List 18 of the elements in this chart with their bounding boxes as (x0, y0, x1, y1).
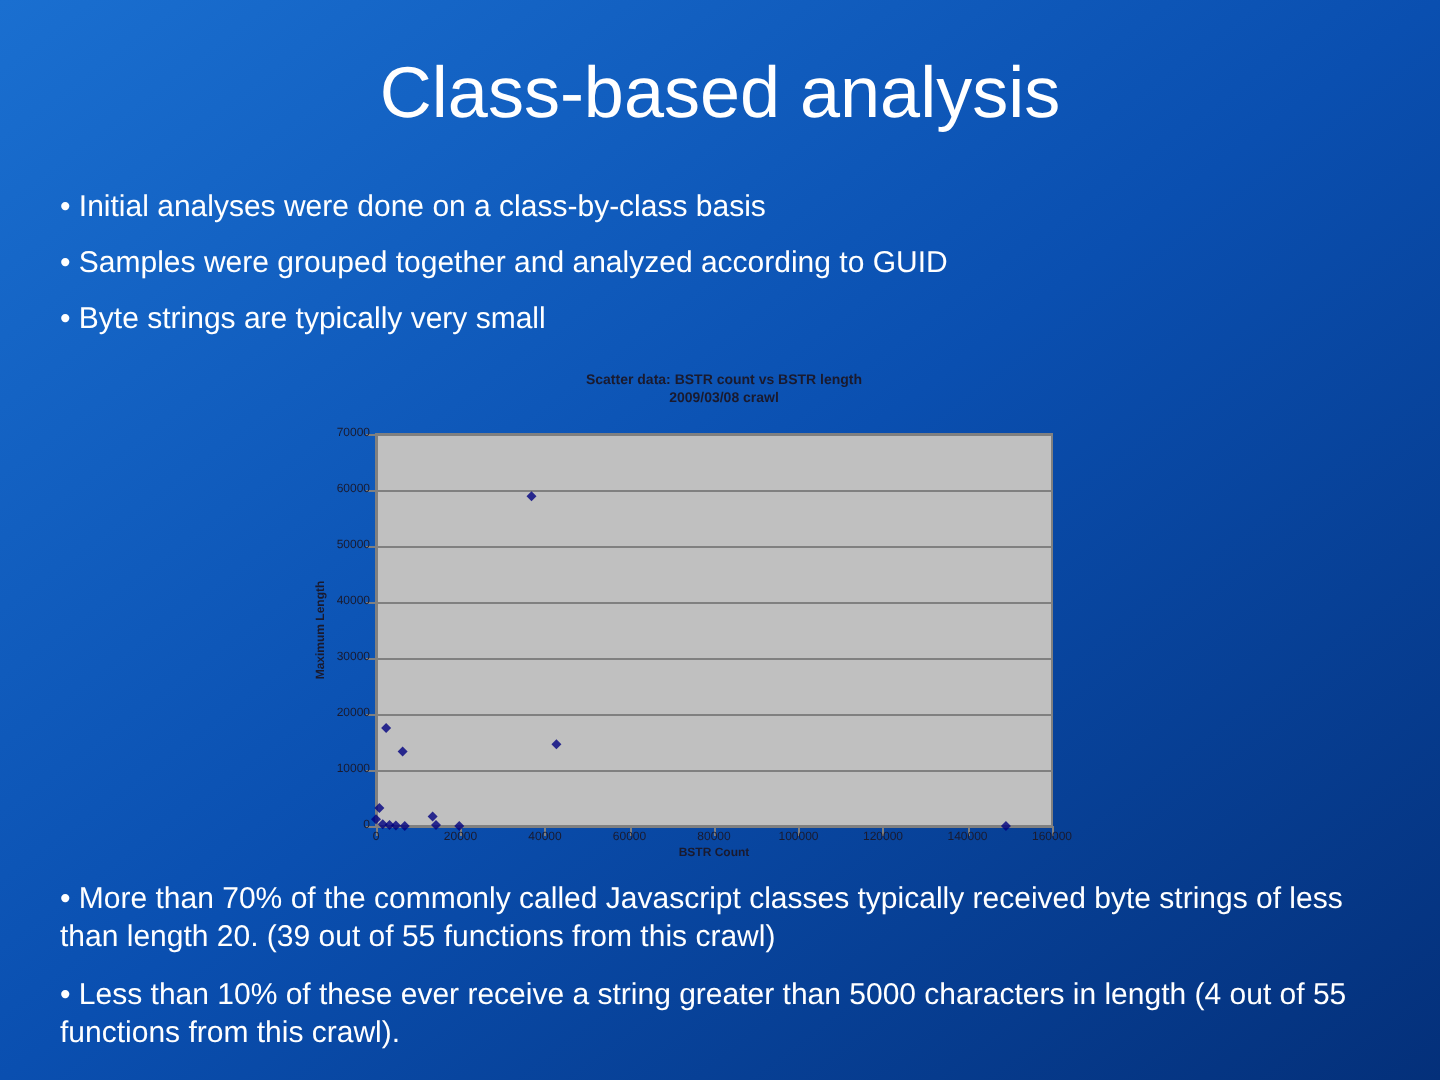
point (454, 821, 465, 831)
text: • Samples were grouped together and analyzed according to GUID (60, 246, 949, 280)
text: Class-based analysis (379, 51, 1061, 133)
point (381, 723, 392, 733)
point (374, 803, 385, 814)
text: • Initial analyses were done on a class-by-class basis (60, 190, 766, 224)
point (397, 746, 408, 757)
point (526, 491, 537, 502)
point (371, 814, 381, 825)
text: • More than 70% of the commonly called Javascript classes typically received byte strings of less than length 20. (39 out of 55 functions from this crawl) (60, 882, 1352, 954)
point (399, 821, 410, 831)
point (430, 819, 441, 830)
point (1000, 821, 1011, 831)
point (551, 739, 562, 750)
point (390, 820, 401, 831)
text: • Less than 10% of these ever receive a string greater than 5000 characters in length (4 out of 55 functions from this crawl). (60, 978, 1355, 1050)
text: • Byte strings are typically very small (60, 302, 546, 336)
point (427, 811, 438, 822)
